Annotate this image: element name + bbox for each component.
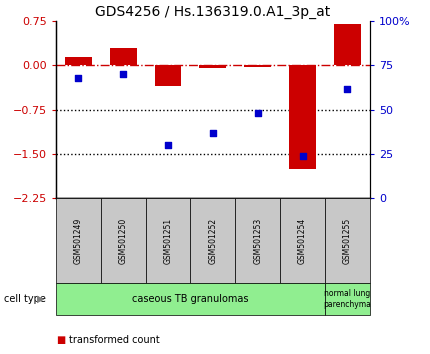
Text: caseous TB granulomas: caseous TB granulomas bbox=[132, 294, 249, 304]
Bar bbox=[110, 48, 137, 65]
Text: GSM501251: GSM501251 bbox=[163, 218, 172, 264]
Point bbox=[75, 75, 82, 81]
Point bbox=[254, 110, 261, 116]
Point bbox=[299, 153, 306, 159]
Text: GSM501254: GSM501254 bbox=[298, 218, 307, 264]
Bar bbox=[289, 65, 316, 169]
Text: GSM501253: GSM501253 bbox=[253, 218, 262, 264]
Text: normal lung
parenchyma: normal lung parenchyma bbox=[323, 290, 372, 309]
Point bbox=[120, 72, 126, 77]
Point bbox=[209, 130, 216, 136]
Text: ▶: ▶ bbox=[37, 294, 44, 304]
Title: GDS4256 / Hs.136319.0.A1_3p_at: GDS4256 / Hs.136319.0.A1_3p_at bbox=[95, 5, 331, 19]
Text: transformed count: transformed count bbox=[69, 335, 160, 345]
Bar bbox=[65, 57, 92, 65]
Text: ■: ■ bbox=[56, 335, 65, 345]
Bar bbox=[244, 65, 271, 67]
Text: GSM501249: GSM501249 bbox=[74, 218, 83, 264]
Text: GSM501252: GSM501252 bbox=[209, 218, 217, 264]
Bar bbox=[200, 65, 226, 68]
Text: cell type: cell type bbox=[4, 294, 46, 304]
Text: GSM501250: GSM501250 bbox=[119, 218, 128, 264]
Bar bbox=[154, 65, 181, 86]
Text: GSM501255: GSM501255 bbox=[343, 218, 352, 264]
Bar bbox=[334, 24, 361, 65]
Point bbox=[165, 142, 172, 148]
Point bbox=[344, 86, 351, 91]
